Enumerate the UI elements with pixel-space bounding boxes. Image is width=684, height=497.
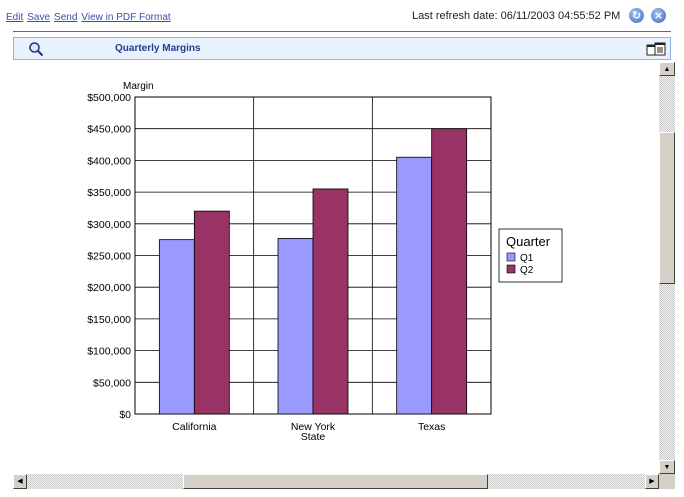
y-tick-label: $350,000 [87,187,131,199]
legend-title: Quarter [506,234,551,249]
last-refresh-text: Last refresh date: 06/11/2003 04:55:52 P… [412,10,621,22]
y-tick-label: $300,000 [87,219,131,231]
vertical-scroll-thumb[interactable] [659,132,675,284]
x-category-label: New York [291,421,336,433]
magnifier-icon[interactable] [28,41,44,57]
legend-label-q1: Q1 [520,253,534,264]
report-content: $0 $50,000 $100,000 $150,000 $200,000 $250,00… [13,62,659,474]
send-link[interactable]: Send [54,12,78,23]
y-tick-label: $250,000 [87,251,131,263]
report-title-bar: Quarterly Margins [13,37,671,60]
y-tick-label: $450,000 [87,124,131,136]
legend-swatch-q2 [506,264,516,274]
view-pdf-link[interactable]: View in PDF Format [81,12,171,23]
x-category-label: California [172,421,217,433]
window-layout-icon[interactable] [646,42,666,56]
horizontal-scroll-thumb[interactable] [183,474,488,489]
y-tick-label: $50,000 [93,377,131,389]
bar-q1-1 [158,239,195,415]
bar-q1-2 [277,237,314,415]
edit-link[interactable]: Edit [6,12,24,23]
y-tick-label: $500,000 [87,92,131,104]
x-category-label: Texas [418,421,445,433]
scroll-right-button[interactable]: ▶ [645,474,659,489]
x-category-label: State [301,431,326,443]
bar-q2-2 [312,188,349,415]
y-tick-label: $400,000 [87,155,131,167]
scroll-up-button[interactable]: ▲ [659,62,675,76]
horizontal-scrollbar[interactable]: ◀ ▶ [13,474,659,489]
vertical-scrollbar[interactable]: ▲ ▼ [659,62,675,474]
scrollbar-corner [659,474,675,489]
refresh-icon[interactable]: ↻ [629,8,644,23]
y-tick-label: $150,000 [87,314,131,326]
close-icon[interactable]: × [651,8,666,23]
bar-q2-3 [431,128,468,415]
y-tick-label: $200,000 [87,282,131,294]
y-axis-title: Margin [123,81,154,92]
legend-label-q2: Q2 [520,265,534,276]
report-actions: Edit Save Send View in PDF Format [6,12,175,23]
bar-q1-3 [396,156,433,415]
scroll-down-button[interactable]: ▼ [659,460,675,474]
margin-bar-chart: $0 $50,000 $100,000 $150,000 $200,000 $250,00… [87,81,563,443]
scroll-left-button[interactable]: ◀ [13,474,27,489]
save-link[interactable]: Save [27,12,51,23]
legend-swatch-q1 [506,252,516,262]
y-tick-label: $0 [119,409,131,421]
header-divider [13,31,671,32]
y-tick-label: $100,000 [87,346,131,358]
bar-q2-1 [193,210,230,415]
report-title: Quarterly Margins [115,43,201,54]
